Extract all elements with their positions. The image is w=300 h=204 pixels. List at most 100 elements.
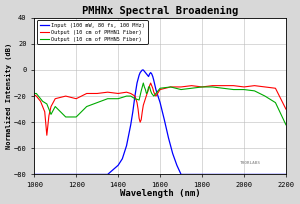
Input (100 mW, 80 fs, 100 MHz) <box>135 82 139 84</box>
Output (10 cm of PMHN1 Fiber) <box>232 84 235 87</box>
Input (100 mW, 80 fs, 100 MHz) <box>144 71 147 74</box>
Output (10 cm of PMHN5 Fiber) <box>116 98 120 100</box>
Input (100 mW, 80 fs, 100 MHz) <box>133 95 137 97</box>
Input (100 mW, 80 fs, 100 MHz) <box>163 118 166 121</box>
Output (10 cm of PMHN1 Fiber) <box>47 114 51 117</box>
Output (10 cm of PMHN5 Fiber) <box>221 87 225 90</box>
Input (100 mW, 80 fs, 100 MHz) <box>116 164 120 166</box>
Output (10 cm of PMHN5 Fiber) <box>142 86 146 88</box>
Input (100 mW, 80 fs, 100 MHz) <box>106 173 110 176</box>
Output (10 cm of PMHN5 Fiber) <box>232 88 235 91</box>
Output (10 cm of PMHN1 Fiber) <box>253 84 256 87</box>
Input (100 mW, 80 fs, 100 MHz) <box>211 173 214 176</box>
Output (10 cm of PMHN1 Fiber) <box>221 84 225 87</box>
Output (10 cm of PMHN5 Fiber) <box>152 95 156 97</box>
Input (100 mW, 80 fs, 100 MHz) <box>43 173 46 176</box>
Output (10 cm of PMHN5 Fiber) <box>149 90 152 92</box>
Output (10 cm of PMHN5 Fiber) <box>179 88 183 91</box>
Output (10 cm of PMHN1 Fiber) <box>142 104 145 106</box>
Output (10 cm of PMHN1 Fiber) <box>45 134 49 136</box>
Y-axis label: Normalized Intensity (dB): Normalized Intensity (dB) <box>6 43 13 149</box>
Output (10 cm of PMHN5 Fiber) <box>37 95 40 97</box>
Output (10 cm of PMHN1 Fiber) <box>190 84 194 87</box>
Output (10 cm of PMHN1 Fiber) <box>151 87 154 90</box>
Input (100 mW, 80 fs, 100 MHz) <box>158 101 162 104</box>
Input (100 mW, 80 fs, 100 MHz) <box>179 173 183 176</box>
Output (10 cm of PMHN1 Fiber) <box>211 84 214 87</box>
Input (100 mW, 80 fs, 100 MHz) <box>53 173 57 176</box>
Output (10 cm of PMHN5 Fiber) <box>45 103 49 105</box>
Input (100 mW, 80 fs, 100 MHz) <box>145 73 148 75</box>
Line: Input (100 mW, 80 fs, 100 MHz): Input (100 mW, 80 fs, 100 MHz) <box>34 70 286 174</box>
Input (100 mW, 80 fs, 100 MHz) <box>140 69 144 71</box>
Output (10 cm of PMHN5 Fiber) <box>140 90 143 92</box>
Input (100 mW, 80 fs, 100 MHz) <box>32 173 36 176</box>
Input (100 mW, 80 fs, 100 MHz) <box>263 173 267 176</box>
Output (10 cm of PMHN1 Fiber) <box>137 117 141 120</box>
Output (10 cm of PMHN1 Fiber) <box>74 98 78 100</box>
Output (10 cm of PMHN5 Fiber) <box>133 98 137 100</box>
Input (100 mW, 80 fs, 100 MHz) <box>200 173 204 176</box>
Input (100 mW, 80 fs, 100 MHz) <box>137 74 141 76</box>
Input (100 mW, 80 fs, 100 MHz) <box>125 144 128 147</box>
Output (10 cm of PMHN1 Fiber) <box>242 86 246 88</box>
Input (100 mW, 80 fs, 100 MHz) <box>95 173 99 176</box>
Input (100 mW, 80 fs, 100 MHz) <box>167 137 170 139</box>
Output (10 cm of PMHN5 Fiber) <box>144 88 147 91</box>
Output (10 cm of PMHN5 Fiber) <box>190 87 194 90</box>
Output (10 cm of PMHN5 Fiber) <box>253 90 256 92</box>
Output (10 cm of PMHN1 Fiber) <box>37 98 40 100</box>
Input (100 mW, 80 fs, 100 MHz) <box>175 164 179 166</box>
Output (10 cm of PMHN1 Fiber) <box>106 91 110 93</box>
Input (100 mW, 80 fs, 100 MHz) <box>131 111 135 113</box>
Output (10 cm of PMHN1 Fiber) <box>135 101 139 104</box>
Input (100 mW, 80 fs, 100 MHz) <box>129 124 133 126</box>
Input (100 mW, 80 fs, 100 MHz) <box>138 71 142 74</box>
Output (10 cm of PMHN5 Fiber) <box>34 92 38 95</box>
Input (100 mW, 80 fs, 100 MHz) <box>242 173 246 176</box>
Output (10 cm of PMHN1 Fiber) <box>263 86 267 88</box>
Output (10 cm of PMHN5 Fiber) <box>169 86 172 88</box>
Input (100 mW, 80 fs, 100 MHz) <box>151 75 154 78</box>
Title: PMHNx Spectral Broadening: PMHNx Spectral Broadening <box>82 6 238 16</box>
Output (10 cm of PMHN1 Fiber) <box>179 86 183 88</box>
Output (10 cm of PMHN1 Fiber) <box>200 86 204 88</box>
Input (100 mW, 80 fs, 100 MHz) <box>142 69 145 71</box>
Output (10 cm of PMHN1 Fiber) <box>116 92 120 95</box>
Output (10 cm of PMHN1 Fiber) <box>39 100 42 103</box>
Output (10 cm of PMHN1 Fiber) <box>144 98 147 100</box>
Output (10 cm of PMHN5 Fiber) <box>39 98 42 100</box>
Input (100 mW, 80 fs, 100 MHz) <box>64 173 68 176</box>
Output (10 cm of PMHN1 Fiber) <box>138 121 142 123</box>
Input (100 mW, 80 fs, 100 MHz) <box>146 74 149 76</box>
Output (10 cm of PMHN1 Fiber) <box>148 84 152 87</box>
Output (10 cm of PMHN1 Fiber) <box>169 86 172 88</box>
Legend: Input (100 mW, 80 fs, 100 MHz), Output (10 cm of PMHN1 Fiber), Output (10 cm of : Input (100 mW, 80 fs, 100 MHz), Output (… <box>37 20 148 44</box>
Output (10 cm of PMHN1 Fiber) <box>85 92 88 95</box>
Output (10 cm of PMHN1 Fiber) <box>274 87 277 90</box>
Output (10 cm of PMHN1 Fiber) <box>284 108 288 110</box>
Output (10 cm of PMHN5 Fiber) <box>211 86 214 88</box>
Output (10 cm of PMHN5 Fiber) <box>129 95 133 97</box>
X-axis label: Wavelength (nm): Wavelength (nm) <box>120 190 200 198</box>
Output (10 cm of PMHN1 Fiber) <box>43 111 46 113</box>
Output (10 cm of PMHN1 Fiber) <box>64 95 68 97</box>
Output (10 cm of PMHN5 Fiber) <box>140 86 144 88</box>
Output (10 cm of PMHN5 Fiber) <box>147 86 150 88</box>
Output (10 cm of PMHN1 Fiber) <box>125 91 128 93</box>
Output (10 cm of PMHN5 Fiber) <box>137 99 141 101</box>
Text: THORLABS: THORLABS <box>240 161 261 165</box>
Output (10 cm of PMHN1 Fiber) <box>140 111 144 113</box>
Output (10 cm of PMHN1 Fiber) <box>34 95 38 97</box>
Input (100 mW, 80 fs, 100 MHz) <box>150 73 154 75</box>
Input (100 mW, 80 fs, 100 MHz) <box>154 88 158 91</box>
Input (100 mW, 80 fs, 100 MHz) <box>221 173 225 176</box>
Output (10 cm of PMHN1 Fiber) <box>133 95 137 97</box>
Output (10 cm of PMHN1 Fiber) <box>49 105 53 108</box>
Output (10 cm of PMHN5 Fiber) <box>200 86 204 88</box>
Output (10 cm of PMHN1 Fiber) <box>136 108 140 110</box>
Output (10 cm of PMHN1 Fiber) <box>158 88 162 91</box>
Input (100 mW, 80 fs, 100 MHz) <box>171 152 175 155</box>
Input (100 mW, 80 fs, 100 MHz) <box>142 70 146 72</box>
Output (10 cm of PMHN5 Fiber) <box>74 116 78 118</box>
